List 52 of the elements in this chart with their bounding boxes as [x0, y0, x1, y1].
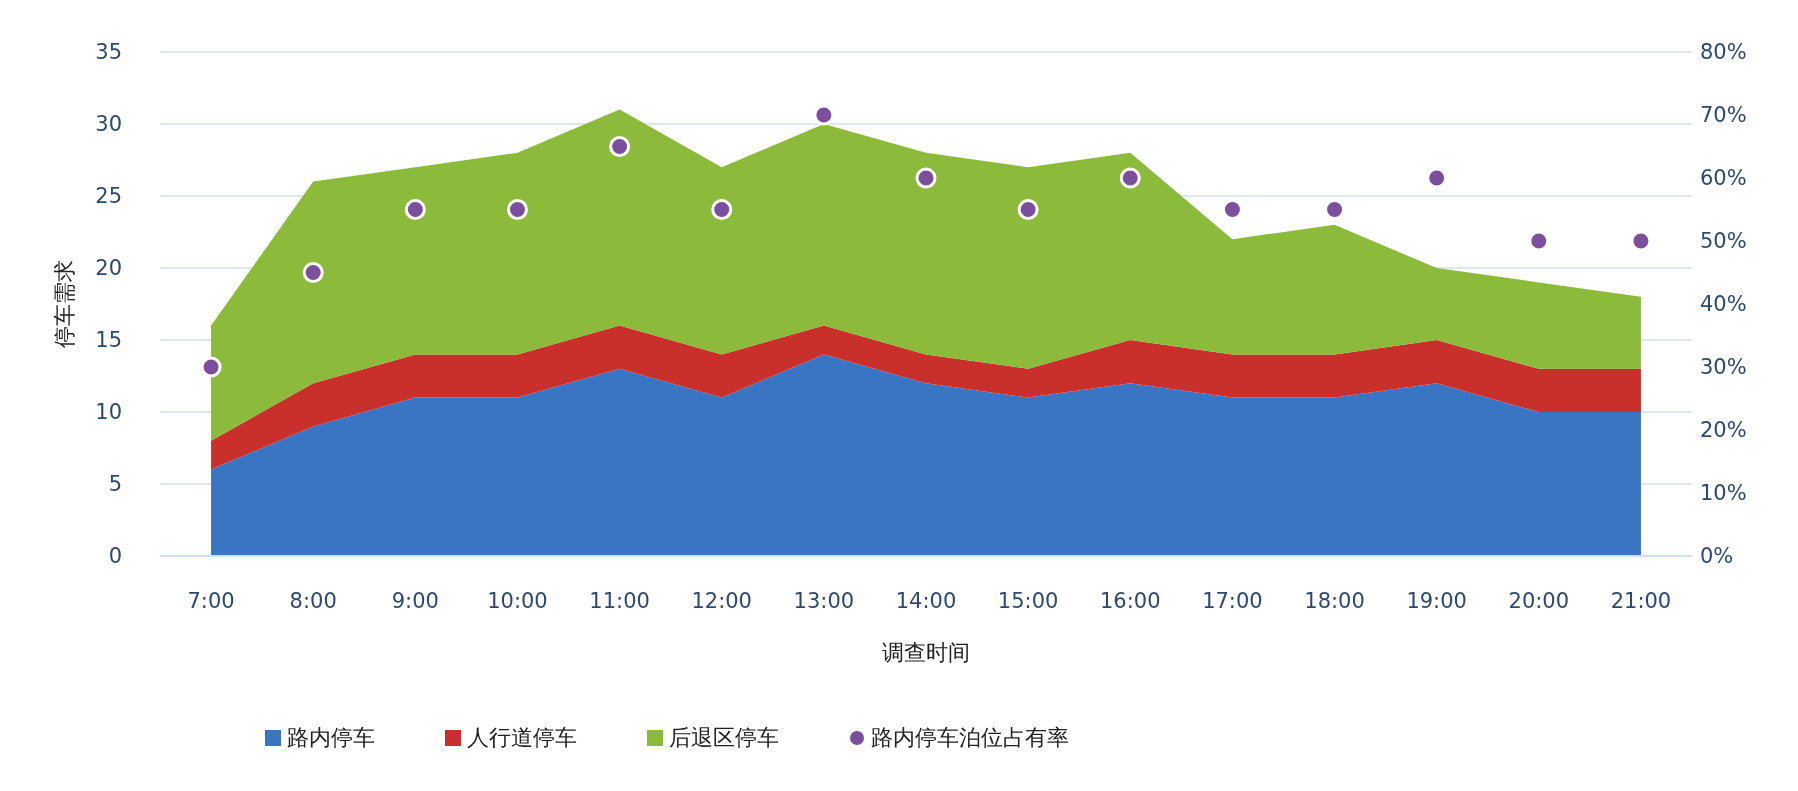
x-tick-label: 17:00 [1202, 589, 1263, 613]
y2-tick-label: 0% [1700, 544, 1734, 568]
x-tick-label: 9:00 [391, 589, 439, 613]
point [1017, 199, 1039, 220]
x-tick-label: 13:00 [793, 589, 855, 613]
x-tick-label: 10:00 [487, 589, 548, 613]
x-tick-label: 19:00 [1406, 589, 1467, 613]
y2-tick-label: 10% [1700, 481, 1747, 505]
point [609, 136, 631, 157]
y-axis-title: 停车需求 [52, 260, 77, 348]
y-tick-label: 0 [108, 544, 122, 568]
x-tick-label: 7:00 [187, 589, 235, 613]
point [1119, 167, 1141, 189]
y-tick-label: 15 [95, 328, 122, 352]
x-tick-label: 8:00 [289, 589, 337, 613]
y2-tick-label: 80% [1700, 40, 1747, 64]
y-tick-label: 10 [95, 400, 122, 424]
y-tick-label: 20 [95, 256, 122, 280]
point [1630, 230, 1652, 252]
y2-tick-label: 50% [1700, 229, 1747, 253]
y-tick-label: 5 [108, 472, 122, 496]
y2-tick-label: 30% [1700, 355, 1747, 379]
y2-tick-label: 60% [1700, 166, 1747, 190]
point [1221, 199, 1243, 220]
x-tick-label: 14:00 [895, 589, 957, 613]
y2-tick-label: 40% [1700, 292, 1747, 316]
point [915, 167, 937, 189]
y-tick-label: 25 [95, 184, 122, 208]
y2-tick-label: 20% [1700, 418, 1747, 442]
point [506, 199, 528, 220]
point [813, 104, 835, 126]
x-tick-label: 11:00 [589, 589, 650, 613]
x-tick-label: 12:00 [691, 589, 752, 613]
point [1528, 230, 1550, 252]
x-tick-label: 21:00 [1610, 589, 1672, 613]
point [711, 199, 733, 220]
point [404, 199, 426, 220]
legend-label: 路内停车 [287, 725, 375, 750]
y2-tick-label: 70% [1700, 103, 1747, 127]
x-tick-label: 18:00 [1304, 589, 1365, 613]
legend-label: 后退区停车 [669, 725, 779, 750]
legend-label: 路内停车泊位占有率 [871, 725, 1069, 750]
x-tick-label: 16:00 [1100, 589, 1161, 613]
point [1426, 167, 1448, 189]
x-tick-label: 20:00 [1508, 589, 1570, 613]
x-axis-title: 调查时间 [882, 640, 970, 665]
y-tick-label: 30 [95, 112, 122, 136]
x-tick-label: 15:00 [997, 589, 1059, 613]
point [200, 356, 222, 378]
legend-label: 人行道停车 [467, 725, 577, 750]
point [302, 262, 324, 283]
y-tick-label: 35 [95, 40, 122, 64]
